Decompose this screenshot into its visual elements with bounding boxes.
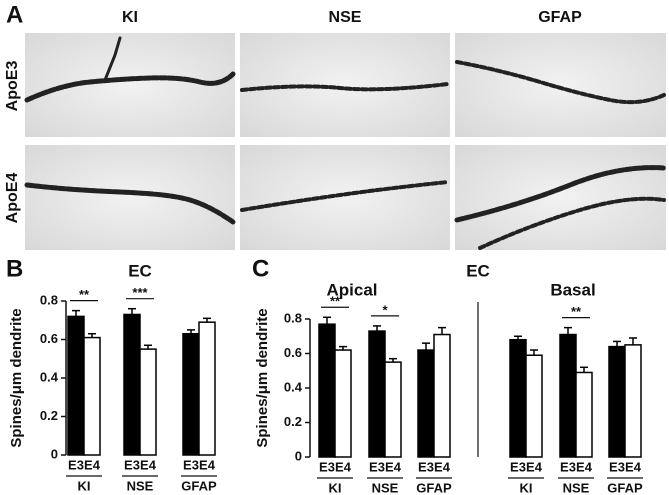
x-tick-label: E3 (369, 459, 385, 474)
bar (182, 332, 200, 456)
bar (608, 345, 626, 458)
column-header: NSE (329, 9, 362, 26)
x-tick-label: E4 (199, 457, 216, 472)
y-axis-label: Spines/μm dendrite (8, 308, 25, 447)
bar (417, 349, 435, 458)
y-tick-label: 0.6 (284, 345, 302, 360)
bar (433, 333, 451, 458)
bar (509, 338, 527, 458)
x-tick-label: E4 (140, 457, 157, 472)
x-tick-label: E4 (385, 459, 402, 474)
bar (318, 323, 336, 458)
x-tick-label: E4 (625, 459, 642, 474)
x-tick-label: E3 (124, 457, 140, 472)
bar (384, 361, 402, 458)
y-tick-label: 0 (51, 446, 58, 461)
chart-title: Apical (326, 280, 377, 299)
bar (334, 349, 352, 458)
bar (575, 371, 593, 458)
x-tick-label: E3 (418, 459, 434, 474)
bar (368, 330, 386, 458)
x-tick-label: E3 (68, 457, 84, 472)
bar (525, 354, 543, 458)
column-header: GFAP (538, 9, 582, 26)
bar (83, 336, 101, 456)
y-tick-label: 0.2 (284, 414, 302, 429)
group-label: NSE (372, 480, 399, 495)
group-label: NSE (563, 480, 590, 495)
group-label: KI (520, 480, 533, 495)
x-tick-label: E3 (560, 459, 576, 474)
y-tick-label: 0.8 (40, 292, 58, 307)
x-tick-label: E3 (609, 459, 625, 474)
group-label: GFAP (181, 478, 217, 493)
significance-label: ** (330, 294, 341, 309)
panel-label: A (6, 1, 23, 28)
column-header: KI (122, 9, 138, 26)
bar (624, 344, 642, 458)
y-tick-label: 0.4 (284, 379, 303, 394)
chart-title: Basal (550, 280, 595, 299)
row-header: ApoE4 (4, 173, 21, 224)
x-tick-label: E4 (434, 459, 451, 474)
y-tick-label: 0.2 (40, 408, 58, 423)
group-label: KI (78, 478, 91, 493)
chart-suptitle: EC (466, 261, 490, 280)
bar (139, 348, 157, 456)
y-axis-label: Spines/μm dendrite (254, 308, 271, 447)
significance-label: *** (132, 285, 148, 300)
y-tick-label: 0.4 (40, 369, 59, 384)
y-tick-label: 0.6 (40, 331, 58, 346)
group-label: GFAP (607, 480, 643, 495)
bar (559, 333, 577, 458)
row-header: ApoE3 (4, 61, 21, 112)
bar (123, 313, 141, 456)
x-tick-label: E3 (183, 457, 199, 472)
panel-label: C (252, 255, 269, 282)
significance-label: ** (79, 287, 90, 302)
group-label: NSE (127, 478, 154, 493)
bar (198, 321, 216, 456)
significance-label: * (382, 302, 388, 317)
y-tick-label: 0 (295, 448, 302, 463)
panel-label: B (6, 255, 23, 282)
x-tick-label: E3 (319, 459, 335, 474)
group-label: GFAP (416, 480, 452, 495)
bar (67, 315, 85, 456)
x-tick-label: E3 (510, 459, 526, 474)
y-tick-label: 0.8 (284, 310, 302, 325)
micrographs (24, 33, 667, 250)
x-tick-label: E4 (526, 459, 543, 474)
chart-title: EC (128, 261, 152, 280)
x-tick-label: E4 (576, 459, 593, 474)
group-label: KI (329, 480, 342, 495)
x-tick-label: E4 (335, 459, 352, 474)
x-tick-label: E4 (84, 457, 101, 472)
significance-label: ** (571, 304, 582, 319)
